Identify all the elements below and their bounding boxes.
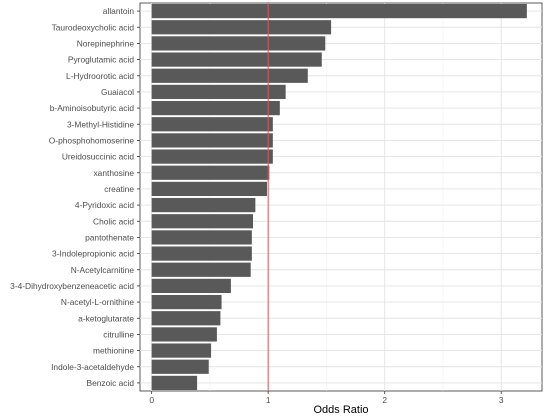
- bar-ureidosuccinic-acid: [151, 149, 273, 164]
- category-labels: allantoin Taurodeoxycholic acid Norepineph…: [10, 6, 140, 388]
- bar-4-pyridoxic-acid: [151, 197, 256, 213]
- category-label: 3-Indolepropionic acid: [52, 249, 134, 259]
- bar-l-hydroorotic-acid: [151, 68, 308, 83]
- bar-norepinephrine: [151, 36, 326, 51]
- x-tick-label: 1: [266, 395, 271, 405]
- category-label: allantoin: [103, 6, 135, 16]
- category-label: xanthosine: [93, 168, 134, 178]
- category-label: 3-4-Dihydroxybenzeneacetic acid: [10, 281, 134, 291]
- panel-border: [139, 2, 543, 392]
- category-label: Cholic acid: [93, 216, 134, 226]
- bar-xanthosine: [151, 165, 270, 180]
- bar-citrulline: [151, 327, 217, 342]
- bar-allantoin: [151, 3, 527, 19]
- category-label: Norepinephrine: [77, 38, 135, 48]
- category-label: pantothenate: [85, 232, 134, 242]
- category-label: citrulline: [103, 329, 134, 339]
- bar-creatine: [151, 181, 268, 197]
- category-label: methionine: [93, 346, 134, 356]
- bar-cholic-acid: [151, 214, 254, 229]
- bar-o-phosphohomoserine: [151, 133, 273, 148]
- category-label: Pyroglutamic acid: [68, 55, 134, 65]
- category-label: creatine: [104, 184, 134, 194]
- bar-a-ketoglutarate: [151, 311, 221, 326]
- category-label: L-Hydroorotic acid: [66, 71, 134, 81]
- bar-pantothenate: [151, 230, 252, 245]
- bar-benzoic-acid: [151, 375, 198, 391]
- bar-3-indolepropionic-acid: [151, 246, 252, 261]
- x-ticks: 0 1 2 3: [149, 391, 504, 405]
- bars: [151, 3, 527, 391]
- category-label: a-ketoglutarate: [78, 313, 134, 323]
- category-label: 3-Methyl-Histidine: [67, 119, 134, 129]
- category-label: Benzoic acid: [87, 378, 135, 388]
- bar-3-4-dihydroxybenzeneacetic-acid: [151, 278, 231, 294]
- bar-pyroglutamic-acid: [151, 52, 322, 67]
- category-label: Taurodeoxycholic acid: [52, 22, 135, 32]
- bar-3-methyl-histidine: [151, 117, 273, 132]
- x-tick-label: 3: [499, 395, 504, 405]
- category-label: N-acetyl-L-ornithine: [61, 297, 134, 307]
- bar-guaiacol: [151, 84, 286, 100]
- category-label: N-Acetylcarnitine: [71, 265, 135, 275]
- category-label: O-phosphohomoserine: [49, 135, 135, 145]
- category-label: 4-Pyridoxic acid: [75, 200, 134, 210]
- x-tick-label: 0: [149, 395, 154, 405]
- x-tick-label: 2: [382, 395, 387, 405]
- bar-indole-3-acetaldehyde: [151, 359, 209, 374]
- bar-taurodeoxycholic-acid: [151, 20, 332, 35]
- category-label: b-Aminoisobutyric acid: [50, 103, 135, 113]
- x-axis-title: Odds Ratio: [313, 404, 368, 416]
- bar-n-acetylcarnitine: [151, 262, 251, 277]
- bar-methionine: [151, 343, 212, 358]
- bar-n-acetyl-l-ornithine: [151, 294, 222, 310]
- category-label: Indole-3-acetaldehyde: [51, 362, 134, 372]
- category-label: Ureidosuccinic acid: [62, 152, 134, 162]
- category-label: Guaiacol: [101, 87, 134, 97]
- bar-b-aminoisobutyric-acid: [151, 100, 280, 116]
